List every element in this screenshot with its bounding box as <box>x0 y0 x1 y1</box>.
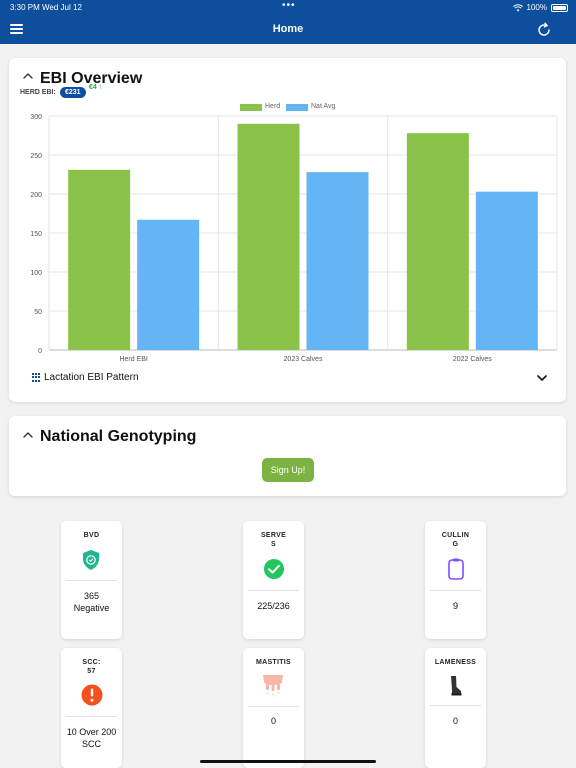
ebi-overview-card: EBI Overview HERD EBI: €231 €4 ↑ Herd Na… <box>9 58 566 402</box>
collapse-chevron-icon[interactable] <box>22 429 34 441</box>
tile-value: 365 Negative <box>73 591 110 613</box>
y-tick-label: 150 <box>30 231 42 238</box>
y-tick-label: 200 <box>30 192 42 199</box>
legend-label-nat-avg: Nat Avg <box>311 103 336 110</box>
ebi-overview-title: EBI Overview <box>40 70 143 87</box>
tile-divider <box>430 705 481 706</box>
udder-icon <box>263 675 283 696</box>
navigation-bar: 3:30 PM Wed Jul 12 ••• 100% Home <box>0 0 576 44</box>
status-bar: 3:30 PM Wed Jul 12 ••• 100% <box>0 0 576 14</box>
tile-divider <box>248 590 299 591</box>
herd-ebi-label: HERD EBI: <box>20 89 56 96</box>
x-tick-label: Herd EBI <box>119 356 147 363</box>
tile-value: 9 <box>452 601 458 611</box>
tile-mastitis[interactable]: MASTITIS 0 <box>243 648 304 768</box>
tile-lameness[interactable]: LAMENESS 0 <box>425 648 486 768</box>
chevron-down-icon[interactable] <box>536 372 548 384</box>
legend-label-herd: Herd <box>265 103 281 110</box>
multitask-dots: ••• <box>282 0 296 11</box>
y-tick-label: 250 <box>30 153 42 160</box>
legend-swatch-herd <box>240 104 262 111</box>
sign-up-button[interactable]: Sign Up! <box>262 458 314 482</box>
tile-value: 10 Over 200 SCC <box>66 727 117 749</box>
bar-herd <box>237 123 300 350</box>
x-tick-label: 2022 Calves <box>453 356 492 363</box>
chart-plot-area: 0 50 100 150 200 250 300 Herd EBI 2023 Calves 202… <box>30 114 558 363</box>
legend-swatch-nat-avg <box>286 104 308 111</box>
clipboard-icon <box>448 558 464 580</box>
national-genotyping-title: National Genotyping <box>40 428 197 445</box>
bar-herd <box>406 133 469 350</box>
check-circle-icon <box>264 559 284 579</box>
battery-percent: 100% <box>526 3 547 12</box>
x-tick-label: 2023 Calves <box>284 356 323 363</box>
bar-nat-avg <box>306 172 369 350</box>
y-tick-label: 50 <box>34 309 42 316</box>
herd-ebi-delta: €4 ↑ <box>89 84 102 91</box>
bar-herd <box>68 169 131 350</box>
page-title: Home <box>272 23 304 35</box>
herd-ebi-delta-value: €4 <box>89 84 97 91</box>
status-time: 3:30 PM Wed Jul 12 <box>10 3 82 12</box>
national-genotyping-card: National Genotyping Sign Up! <box>9 416 566 496</box>
y-tick-label: 100 <box>30 270 42 277</box>
tile-value: 0 <box>270 716 276 726</box>
arrow-up-icon: ↑ <box>96 84 103 91</box>
lactation-ebi-pattern-row[interactable]: Lactation EBI Pattern <box>32 372 548 386</box>
status-right: 100% <box>512 3 568 12</box>
ebi-bar-chart: Herd Nat Avg 0 50 100 150 200 250 300 Herd EBI 2… <box>9 98 566 368</box>
menu-icon[interactable] <box>10 24 23 35</box>
shield-check-icon <box>83 550 99 570</box>
herd-ebi-badge: €231 <box>60 87 86 98</box>
tile-culling[interactable]: CULLIN G 9 <box>425 521 486 639</box>
wifi-icon <box>512 3 523 11</box>
tile-label: LAMENESS <box>434 659 477 666</box>
tile-serves[interactable]: SERVE S 225/236 <box>243 521 304 639</box>
leg-icon <box>451 676 462 696</box>
tile-divider <box>430 590 481 591</box>
bar-nat-avg <box>137 219 200 350</box>
tile-divider <box>66 716 117 717</box>
y-tick-label: 300 <box>30 114 42 121</box>
tile-divider <box>66 580 117 581</box>
refresh-icon[interactable] <box>536 22 552 38</box>
tile-scc[interactable]: SCC: 57 10 Over 200 SCC <box>61 648 122 768</box>
alert-circle-icon <box>81 684 103 706</box>
collapse-chevron-icon[interactable] <box>22 70 34 82</box>
tile-value: 0 <box>452 716 458 726</box>
lactation-ebi-pattern-label: Lactation EBI Pattern <box>44 372 139 383</box>
y-tick-label: 0 <box>38 348 42 355</box>
tile-label: BVD <box>83 532 100 539</box>
tile-divider <box>248 706 299 707</box>
bar-nat-avg <box>475 191 538 350</box>
tile-label: CULLIN G <box>441 532 470 548</box>
tile-value: 225/236 <box>257 601 290 611</box>
tile-label: SCC: 57 <box>82 659 101 675</box>
home-indicator <box>200 760 376 763</box>
battery-icon <box>551 3 568 12</box>
grid-icon <box>32 373 41 382</box>
tile-bvd[interactable]: BVD 365 Negative <box>61 521 122 639</box>
tile-label: SERVE S <box>260 532 287 548</box>
tile-label: MASTITIS <box>255 659 292 666</box>
